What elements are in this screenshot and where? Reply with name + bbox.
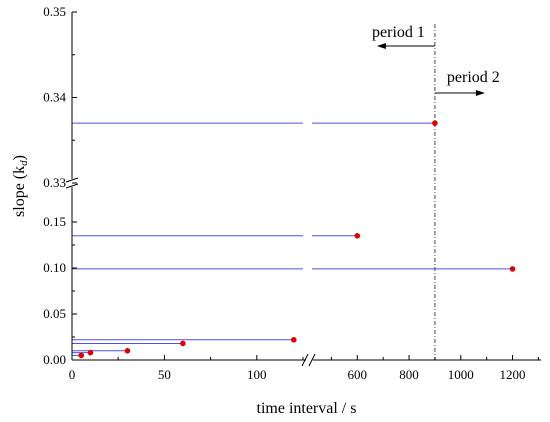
x-tick-label: 600	[348, 367, 368, 382]
annotation-period-2: period 2	[447, 69, 500, 86]
data-point	[290, 336, 297, 343]
data-point	[180, 340, 186, 347]
x-tick-label: 1200	[500, 367, 526, 382]
y-axis-break-mark	[65, 183, 79, 189]
y-tick-label: 0.10	[43, 260, 66, 275]
y-axis-title-subscript: d	[18, 160, 30, 166]
y-tick-label: 0.34	[43, 90, 66, 105]
y-axis-title-main: slope (k	[11, 166, 28, 217]
x-tick-label: 800	[399, 367, 419, 382]
y-tick-label: 0.05	[43, 306, 66, 321]
data-point	[432, 120, 438, 126]
y-tick-label: 0.00	[43, 352, 66, 367]
x-axis-break-mark	[308, 353, 316, 367]
y-tick-label: 0.35	[43, 4, 66, 19]
annotation-period-1: period 1	[372, 24, 425, 41]
x-tick-label: 1000	[448, 367, 474, 382]
data-point	[87, 349, 94, 356]
y-axis-break-mark	[65, 177, 79, 183]
data-point	[124, 348, 131, 354]
axes-group: 0.00 0.05 0.10 0.15 0.33 0.34 0.35 0 50 100 600 800…	[43, 4, 541, 382]
data-point	[509, 266, 516, 272]
y-axis-title-close: )	[11, 155, 28, 160]
x-tick-label: 100	[247, 367, 267, 382]
annotation-arrowhead-right	[475, 90, 485, 96]
y-tick-label: 0.15	[43, 214, 66, 229]
annotations-group: period 1 period 2	[372, 24, 500, 96]
x-tick-label: 50	[158, 367, 171, 382]
x-axis-title: time interval / s	[257, 400, 357, 417]
x-axis-break-mark	[301, 353, 309, 367]
y-tick-label: 0.33	[43, 175, 66, 190]
annotation-arrowhead-left	[376, 43, 386, 49]
series-connector-lines	[72, 122, 513, 356]
data-points	[78, 120, 516, 359]
data-point	[78, 352, 85, 359]
x-tick-label: 0	[69, 367, 76, 382]
data-point	[354, 233, 361, 239]
y-axis-title: slope (kd)	[11, 155, 30, 217]
